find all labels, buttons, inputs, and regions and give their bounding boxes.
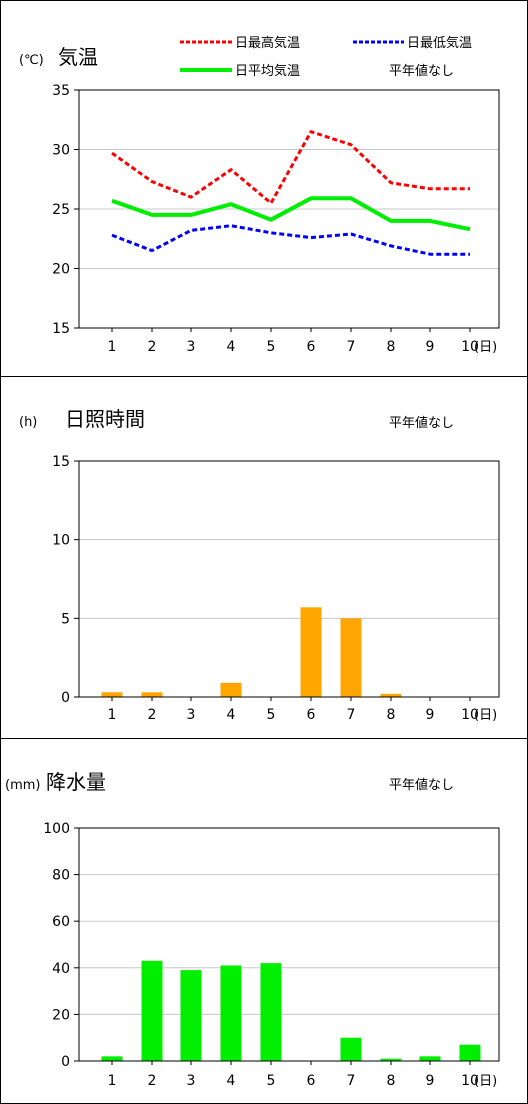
y-tick-label: 35 [52, 83, 70, 99]
precipitation-plot-frame [78, 827, 500, 1062]
temperature-no-normal: 平年値なし [389, 63, 454, 79]
series-min-line [111, 224, 470, 256]
precipitation-title: 降水量 [46, 770, 106, 794]
sunshine-x-ticks: 1 2 3 4 5 6 7 8 9 10 [108, 697, 479, 723]
temperature-chart-svg: (℃) 気温 日最高気温 日最低気温 日平均気温 平年値なし 152025303… [19, 35, 500, 355]
precipitation-y-ticks: 0 20 40 60 80 100 [43, 821, 79, 1070]
sunshine-title: 日照時間 [65, 407, 145, 431]
bar-day-2 [141, 692, 163, 697]
x-tick-label: 9 [426, 339, 435, 355]
legend-min-label: 日最低気温 [407, 35, 472, 51]
temperature-plot-frame [78, 89, 500, 329]
y-tick-label: 20 [52, 262, 70, 278]
x-tick-label: 10 [461, 1073, 479, 1089]
temperature-y-ticks: 15 20 25 30 35 [52, 83, 79, 337]
bar-day-4 [220, 965, 242, 1061]
bar-day-3 [180, 970, 202, 1061]
y-tick-label: 100 [43, 821, 70, 837]
y-tick-label: 25 [52, 202, 70, 218]
x-tick-label: 7 [347, 1073, 356, 1089]
temperature-unit: (℃) [19, 53, 44, 68]
sunshine-plot-frame [78, 460, 500, 698]
sunshine-x-unit: (日) [474, 708, 497, 723]
y-tick-label: 60 [52, 914, 70, 930]
x-tick-label: 8 [387, 339, 396, 355]
x-tick-label: 7 [347, 339, 356, 355]
sunshine-chart-svg: (h) 日照時間 平年値なし 0 5 10 15 1 2 3 4 5 6 7 8 9 10 (日) [19, 407, 500, 723]
x-tick-label: 6 [307, 339, 316, 355]
y-tick-label: 80 [52, 868, 70, 884]
precipitation-x-unit: (日) [474, 1074, 497, 1089]
x-tick-label: 5 [267, 339, 276, 355]
x-tick-label: 6 [307, 1073, 316, 1089]
x-tick-label: 9 [426, 707, 435, 723]
y-tick-label: 15 [52, 321, 70, 337]
bar-day-2 [141, 960, 163, 1061]
x-tick-label: 9 [426, 1073, 435, 1089]
precipitation-panel: (mm) 降水量 平年値なし 0 20 40 60 80 100 1 2 3 4 5 6 7 8 9 10 … [0, 738, 528, 1104]
x-tick-label: 3 [187, 1073, 196, 1089]
x-tick-label: 4 [227, 707, 236, 723]
sunshine-panel: (h) 日照時間 平年値なし 0 5 10 15 1 2 3 4 5 6 7 8 9 10 (日) [0, 376, 528, 739]
bar-day-8 [380, 693, 402, 697]
x-tick-label: 6 [307, 707, 316, 723]
bar-day-5 [260, 963, 282, 1061]
y-tick-label: 40 [52, 961, 70, 977]
legend-max-label: 日最高気温 [235, 35, 300, 51]
bar-day-8 [380, 1058, 402, 1061]
precipitation-no-normal: 平年値なし [389, 777, 454, 793]
precipitation-bars [101, 960, 481, 1061]
precipitation-x-ticks: 1 2 3 4 5 6 7 8 9 10 [108, 1061, 479, 1089]
sunshine-bars [101, 607, 402, 697]
x-tick-label: 1 [108, 707, 117, 723]
bar-day-9 [419, 1056, 441, 1061]
y-tick-label: 5 [61, 611, 70, 627]
bar-day-1 [101, 692, 123, 697]
x-tick-label: 8 [387, 1073, 396, 1089]
legend-avg-label: 日平均気温 [235, 63, 300, 79]
x-tick-label: 2 [148, 1073, 157, 1089]
temperature-title: 気温 [58, 45, 98, 69]
bar-day-1 [101, 1056, 123, 1061]
y-tick-label: 0 [61, 1054, 70, 1070]
bar-day-7 [340, 618, 362, 697]
series-avg-line [111, 196, 471, 232]
precipitation-unit: (mm) [5, 778, 40, 793]
sunshine-no-normal: 平年値なし [389, 415, 454, 431]
y-tick-label: 30 [52, 143, 70, 159]
bar-day-7 [340, 1037, 362, 1061]
x-tick-label: 5 [267, 707, 276, 723]
y-tick-label: 10 [52, 533, 70, 549]
series-max-line [111, 130, 470, 205]
x-tick-label: 2 [148, 339, 157, 355]
temperature-series [111, 130, 471, 256]
y-tick-label: 15 [52, 454, 70, 470]
x-tick-label: 8 [387, 707, 396, 723]
y-tick-label: 20 [52, 1007, 70, 1023]
bar-day-4 [220, 682, 242, 697]
x-tick-label: 2 [148, 707, 157, 723]
sunshine-unit: (h) [19, 415, 37, 430]
x-tick-label: 5 [267, 1073, 276, 1089]
x-tick-label: 10 [461, 707, 479, 723]
x-tick-label: 4 [227, 1073, 236, 1089]
x-tick-label: 1 [108, 1073, 117, 1089]
x-tick-label: 10 [461, 339, 479, 355]
x-tick-label: 4 [227, 339, 236, 355]
sunshine-y-ticks: 0 5 10 15 [52, 454, 79, 706]
x-tick-label: 7 [347, 707, 356, 723]
temperature-panel: (℃) 気温 日最高気温 日最低気温 日平均気温 平年値なし 15 20 25 30 3… [0, 0, 528, 377]
y-tick-label: 0 [61, 690, 70, 706]
sunshine-gridlines [79, 539, 499, 619]
temperature-x-unit: (日) [474, 340, 497, 355]
temperature-x-ticks: 1 2 3 4 5 6 7 8 9 10 [108, 328, 479, 355]
x-tick-label: 1 [108, 339, 117, 355]
bar-day-6 [300, 607, 322, 697]
bar-day-10 [459, 1044, 481, 1061]
x-tick-label: 3 [187, 707, 196, 723]
x-tick-label: 3 [187, 339, 196, 355]
